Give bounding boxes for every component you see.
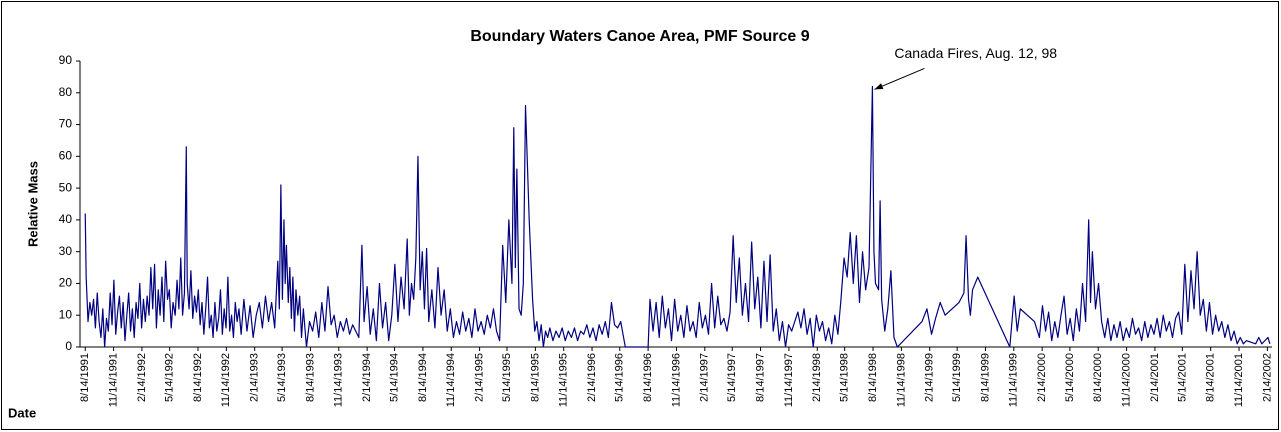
x-tick-label: 2/14/1997	[699, 353, 711, 402]
x-tick-label: 11/14/1991	[107, 353, 119, 407]
x-tick-label: 8/14/2000	[1092, 353, 1104, 402]
x-tick-label: 5/14/1998	[839, 353, 851, 402]
x-tick-label: 2/14/1999	[924, 353, 936, 402]
x-tick-label: 5/14/1993	[276, 353, 288, 402]
y-axis-title: Relative Mass	[25, 161, 40, 247]
annotation: Canada Fires, Aug. 12, 98	[894, 45, 1057, 61]
x-tick-label: 5/14/1992	[164, 353, 176, 402]
x-tick-label: 5/14/1999	[951, 353, 963, 402]
x-tick-label: 2/14/2001	[1149, 353, 1161, 402]
x-tick-label: 8/14/1995	[529, 353, 541, 402]
y-tick-label: 10	[59, 307, 73, 321]
chart-title: Boundary Waters Canoe Area, PMF Source 9	[470, 28, 809, 45]
x-axis-title: Date	[8, 405, 36, 420]
x-tick-label: 11/14/1999	[1008, 353, 1020, 407]
x-tick-label: 2/14/1998	[811, 353, 823, 402]
x-tick-label: 5/14/1997	[726, 353, 738, 402]
x-tick-label: 11/14/1995	[558, 353, 570, 407]
x-tick-label: 11/14/1996	[670, 353, 682, 407]
annotation-arrow	[874, 67, 925, 90]
x-tick-label: 8/14/1998	[867, 353, 879, 402]
x-tick-label: 5/14/1994	[388, 353, 400, 402]
x-tick-label: 11/14/1997	[783, 353, 795, 407]
x-tick-label: 11/14/2000	[1120, 353, 1132, 407]
x-tick-label: 11/14/1993	[333, 353, 345, 407]
x-tick-label: 8/14/1993	[304, 353, 316, 402]
y-tick-label: 90	[59, 53, 73, 67]
y-tick-label: 30	[59, 244, 73, 258]
x-tick-label: 2/14/1993	[249, 353, 261, 402]
y-tick-label: 50	[59, 180, 73, 194]
x-tick-label: 8/14/1991	[79, 353, 91, 402]
x-tick-label: 2/14/1992	[136, 353, 148, 402]
y-tick-label: 40	[59, 212, 73, 226]
x-tick-label: 5/14/1995	[501, 353, 513, 402]
annotation-arrowhead	[874, 83, 884, 90]
x-tick-label: 2/14/2002	[1261, 353, 1273, 402]
y-tick-label: 0	[65, 339, 72, 353]
x-tick-label: 2/14/2000	[1036, 353, 1048, 402]
x-tick-label: 8/14/1996	[642, 353, 654, 402]
x-tick-label: 2/14/1996	[586, 353, 598, 402]
x-tick-label: 8/14/2001	[1205, 353, 1217, 402]
x-tick-label: 8/14/1994	[417, 353, 429, 402]
x-tick-label: 8/14/1997	[754, 353, 766, 402]
x-tick-label: 5/14/2000	[1064, 353, 1076, 402]
x-tick-label: 2/14/1995	[473, 353, 485, 402]
y-tick-label: 80	[59, 85, 73, 99]
y-tick-label: 70	[59, 117, 73, 131]
x-tick-label: 11/14/1998	[895, 353, 907, 407]
x-tick-label: 8/14/1999	[979, 353, 991, 402]
x-tick-label: 11/14/1992	[220, 353, 232, 407]
y-tick-label: 20	[59, 276, 73, 290]
x-tick-label: 5/14/2001	[1176, 353, 1188, 402]
x-tick-label: 11/14/2001	[1233, 353, 1245, 407]
y-tick-label: 60	[59, 149, 73, 163]
x-tick-label: 2/14/1994	[361, 353, 373, 402]
data-line	[84, 85, 1271, 348]
x-tick-label: 8/14/1992	[192, 353, 204, 402]
x-tick-label: 11/14/1994	[445, 353, 457, 407]
x-tick-label: 5/14/1996	[614, 353, 626, 402]
